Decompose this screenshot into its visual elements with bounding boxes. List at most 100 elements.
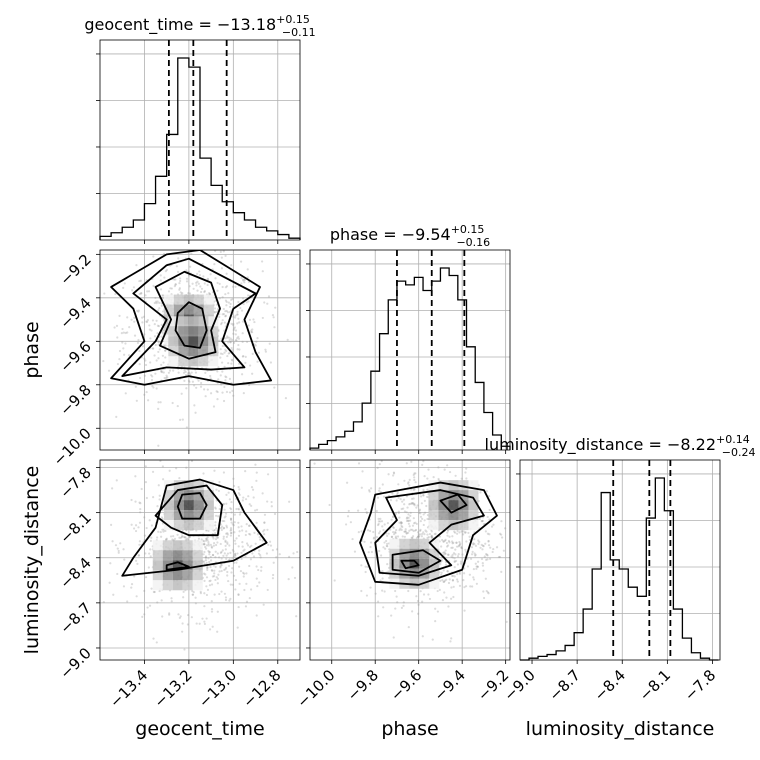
scatter-point [132, 286, 136, 289]
scatter-point [440, 545, 443, 548]
scatter-point [446, 534, 449, 537]
density-cell [172, 580, 183, 591]
scatter-point [118, 314, 121, 317]
y-axis-label-phase: phase [21, 321, 43, 378]
scatter-point [218, 480, 221, 484]
density-cell [203, 480, 214, 491]
density-cell [389, 558, 400, 569]
density-cell [193, 490, 204, 501]
scatter-point [251, 352, 254, 355]
scatter-point [267, 543, 270, 546]
scatter-point [175, 467, 178, 470]
scatter-point [469, 585, 472, 588]
scatter-point [238, 582, 241, 585]
panel-frame [99, 39, 301, 241]
scatter-point [114, 544, 118, 547]
scatter-point [177, 371, 180, 374]
scatter-point [253, 320, 256, 324]
scatter-point [208, 584, 212, 587]
scatter-point [394, 589, 397, 593]
density-cell [428, 490, 439, 501]
scatter-point [208, 292, 211, 295]
scatter-point [222, 471, 226, 474]
scatter-point [412, 503, 415, 506]
scatter-point [162, 478, 165, 481]
scatter-point [207, 542, 210, 546]
scatter-point [423, 519, 426, 522]
scatter-point [117, 549, 120, 553]
scatter-point [226, 574, 229, 577]
scatter-point [344, 523, 348, 526]
density-cell [188, 336, 199, 347]
scatter-point [259, 556, 262, 559]
scatter-point [436, 610, 439, 613]
scatter-point [456, 573, 459, 576]
scatter-point [191, 593, 195, 596]
plot-area [100, 460, 300, 660]
scatter-point [164, 349, 167, 352]
scatter-point [226, 542, 229, 546]
scatter-point [159, 288, 163, 291]
scatter-point [155, 387, 158, 390]
scatter-point [207, 529, 210, 533]
scatter-point [202, 275, 205, 278]
scatter-point [437, 477, 440, 481]
scatter-point [455, 541, 458, 544]
scatter-point [465, 540, 468, 543]
scatter-point [94, 321, 96, 323]
panel-frame [309, 249, 511, 451]
scatter-point [219, 566, 222, 569]
scatter-point [366, 529, 370, 532]
scatter-point [215, 390, 218, 393]
histogram-step-line [99, 57, 301, 240]
scatter-point [141, 321, 144, 324]
scatter-point [254, 542, 257, 545]
scatter-point [143, 333, 146, 336]
scatter-point [462, 530, 465, 533]
scatter-point [481, 544, 485, 547]
scatter-point [177, 257, 180, 260]
scatter-point [165, 374, 168, 377]
scatter-point [115, 479, 118, 482]
scatter-point [187, 613, 190, 617]
scatter-point [211, 553, 215, 557]
scatter-point [260, 565, 263, 569]
scatter-point [132, 527, 136, 530]
panel-title-phase: phase = −9.54+0.15 −0.16 [330, 223, 490, 249]
scatter-panel-geocent_time-luminosity_distance: −13.4 −13.2 −13.0 −12.8−9.0−8.7−8.4−8.1−7.8 [56, 459, 301, 711]
density-cell [163, 294, 174, 305]
scatter-point [232, 524, 235, 527]
scatter-point [273, 386, 276, 389]
density-cell [468, 520, 479, 531]
scatter-point [163, 376, 166, 380]
scatter-point [242, 549, 245, 552]
scatter-point [230, 346, 233, 350]
density-cell [192, 570, 203, 581]
scatter-point [144, 294, 147, 297]
density-cell [172, 570, 183, 581]
scatter-point [144, 552, 147, 555]
scatter-point [135, 595, 138, 598]
scatter-point [143, 534, 147, 537]
scatter-point [497, 555, 501, 559]
scatter-point [383, 590, 386, 593]
scatter-point [171, 401, 174, 405]
scatter-point [437, 466, 440, 469]
scatter-point [116, 336, 119, 339]
scatter-point [233, 327, 236, 330]
scatter-point [244, 355, 247, 358]
scatter-point [411, 536, 414, 540]
scatter-point [261, 316, 264, 320]
scatter-point [475, 582, 478, 585]
scatter-point [486, 515, 489, 519]
scatter-point [214, 532, 217, 535]
scatter-point [225, 532, 228, 535]
scatter-point [197, 282, 200, 285]
scatter-point [249, 588, 253, 591]
scatter-point [268, 342, 271, 345]
scatter-point [450, 597, 453, 600]
scatter-point [448, 578, 451, 581]
scatter-point [203, 579, 206, 582]
density-cell [188, 316, 199, 327]
scatter-point [205, 537, 208, 540]
